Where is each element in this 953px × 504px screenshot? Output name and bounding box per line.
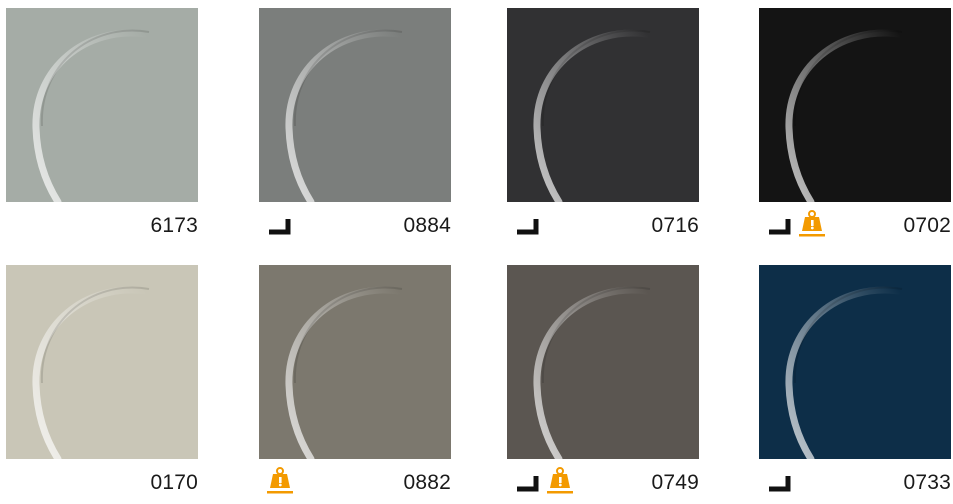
swatch-code: 6173	[150, 214, 198, 237]
swatch-preview	[507, 265, 699, 459]
corner-mount-icon	[767, 217, 795, 242]
swatch-meta: 0733	[759, 459, 951, 499]
swatch-preview	[259, 265, 451, 459]
swatch-tile[interactable]: 0716	[507, 8, 699, 242]
swatch-preview	[759, 265, 951, 459]
swatch-surface	[507, 8, 699, 202]
swatch-icons	[267, 214, 295, 242]
corner-mount-icon	[515, 217, 543, 242]
swatch-surface	[259, 265, 451, 459]
corner-mount-icon	[767, 474, 795, 499]
corner-mount-icon	[515, 474, 543, 499]
swatch-tile[interactable]: 0702	[759, 8, 951, 242]
swatch-meta: 0716	[507, 202, 699, 242]
swatch-meta: 0749	[507, 459, 699, 499]
swatch-icons	[767, 471, 795, 499]
swatch-code: 0702	[903, 214, 951, 237]
swatch-surface	[507, 265, 699, 459]
swatch-tile[interactable]: 0882	[259, 265, 451, 499]
swatch-surface	[6, 8, 198, 202]
swatch-icons	[515, 467, 573, 499]
swatch-preview	[759, 8, 951, 202]
swatch-meta: 6173	[6, 202, 198, 242]
swatch-preview	[259, 8, 451, 202]
weight-warning-icon	[267, 466, 293, 499]
swatch-icons	[767, 210, 825, 242]
swatch-preview	[6, 265, 198, 459]
swatch-code: 0882	[403, 471, 451, 494]
swatch-preview	[6, 8, 198, 202]
swatch-meta: 0170	[6, 459, 198, 499]
swatch-icons	[267, 467, 293, 499]
corner-mount-icon	[267, 217, 295, 242]
swatch-tile[interactable]: 6173	[6, 8, 198, 242]
swatch-tile[interactable]: 0749	[507, 265, 699, 499]
swatch-tile[interactable]: 0170	[6, 265, 198, 499]
swatch-meta: 0702	[759, 202, 951, 242]
weight-warning-icon	[547, 466, 573, 499]
swatch-code: 0716	[651, 214, 699, 237]
swatch-meta: 0884	[259, 202, 451, 242]
swatch-preview	[507, 8, 699, 202]
swatch-tile[interactable]: 0733	[759, 265, 951, 499]
swatch-code: 0733	[903, 471, 951, 494]
swatch-code: 0749	[651, 471, 699, 494]
swatch-surface	[6, 265, 198, 459]
swatch-surface	[759, 8, 951, 202]
swatch-icons	[515, 214, 543, 242]
weight-warning-icon	[799, 209, 825, 242]
swatch-code: 0170	[150, 471, 198, 494]
swatch-tile[interactable]: 0884	[259, 8, 451, 242]
swatch-code: 0884	[403, 214, 451, 237]
swatch-surface	[759, 265, 951, 459]
swatch-meta: 0882	[259, 459, 451, 499]
swatch-surface	[259, 8, 451, 202]
